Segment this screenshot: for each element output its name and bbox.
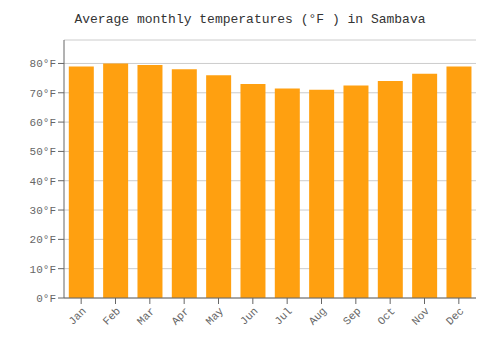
svg-text:30°F: 30°F xyxy=(30,205,56,217)
svg-text:80°F: 80°F xyxy=(30,58,56,70)
svg-text:Sep: Sep xyxy=(341,305,363,327)
svg-text:Oct: Oct xyxy=(375,305,397,327)
svg-text:Nov: Nov xyxy=(410,305,433,328)
svg-text:40°F: 40°F xyxy=(30,176,56,188)
html-text:Average monthly temperatures (: Average monthly temperatures (°F ) in Sa… xyxy=(74,12,426,27)
svg-text:10°F: 10°F xyxy=(30,264,56,276)
svg-text:70°F: 70°F xyxy=(30,88,56,100)
svg-text:Dec: Dec xyxy=(444,305,466,327)
svg-text:May: May xyxy=(204,305,227,328)
svg-text:Jan: Jan xyxy=(66,305,88,327)
svg-text:Mar: Mar xyxy=(135,305,157,327)
svg-text:50°F: 50°F xyxy=(30,146,56,158)
svg-text:Jul: Jul xyxy=(272,305,294,327)
svg-text:20°F: 20°F xyxy=(30,234,56,246)
svg-text:Aug: Aug xyxy=(307,305,329,327)
svg-text:Jun: Jun xyxy=(238,305,260,327)
svg-text:Feb: Feb xyxy=(101,305,123,327)
svg-text:60°F: 60°F xyxy=(30,117,56,129)
svg-text:Apr: Apr xyxy=(169,305,191,327)
svg-text:0°F: 0°F xyxy=(36,293,56,305)
